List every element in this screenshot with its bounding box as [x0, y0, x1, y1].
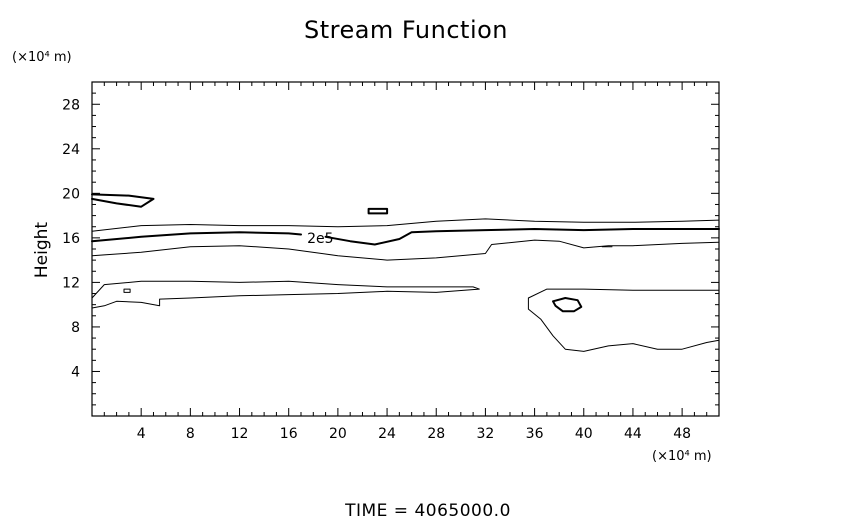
contour-line: [367, 207, 389, 215]
x-tick-label: 12: [231, 426, 249, 442]
y-tick-label: 4: [71, 364, 80, 380]
y-tick-label: 8: [71, 320, 80, 336]
contour-line: [324, 228, 720, 246]
contour-line: [91, 239, 720, 261]
x-tick-label: 44: [624, 426, 642, 442]
y-axis-title: Height: [32, 222, 52, 279]
y-tick-label: 28: [62, 97, 80, 113]
plot-frame: [91, 81, 720, 417]
chart-title: Stream Function: [304, 16, 508, 44]
x-tick-label: 36: [526, 426, 544, 442]
y-tick-label: 20: [62, 186, 80, 202]
contour-line: [527, 288, 720, 352]
contour-line: [91, 231, 302, 243]
x-tick-label: 40: [575, 426, 593, 442]
y-axis-unit: (×10⁴ m): [12, 50, 72, 65]
y-tick-label: 12: [62, 275, 80, 291]
x-tick-label: 16: [280, 426, 298, 442]
contour-line: [91, 280, 480, 309]
x-tick-label: 28: [427, 426, 445, 442]
x-axis-unit: (×10⁴ m): [652, 449, 712, 464]
contour-line: [552, 297, 583, 313]
x-tick-label: 24: [378, 426, 396, 442]
time-label: TIME = 4065000.0: [344, 501, 511, 519]
x-tick-label: 48: [673, 426, 691, 442]
contour-line: [91, 218, 720, 232]
x-tick-label: 20: [329, 426, 347, 442]
contour-line: [91, 193, 155, 208]
y-tick-label: 24: [62, 142, 80, 158]
contour-labels: 2e5: [307, 231, 333, 247]
contour-lines: [91, 193, 720, 352]
x-tick-label: 32: [476, 426, 494, 442]
x-tick-label: 8: [186, 426, 195, 442]
contour-label: 2e5: [307, 231, 333, 247]
contour-line: [123, 288, 131, 293]
x-tick-label: 4: [137, 426, 146, 442]
y-tick-label: 16: [62, 231, 80, 247]
tick-marks: [92, 82, 719, 416]
